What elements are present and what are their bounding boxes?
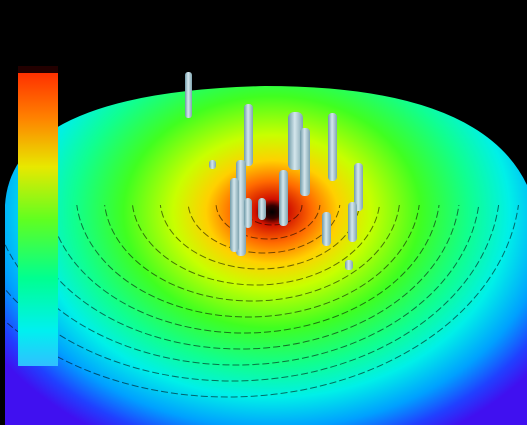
cylinder xyxy=(348,202,357,242)
cylinder xyxy=(345,260,353,270)
surface-dome xyxy=(5,86,527,425)
cylinder xyxy=(209,160,216,169)
cylinder xyxy=(300,128,310,196)
cylinder xyxy=(244,104,253,166)
cylinder xyxy=(328,113,337,181)
color-bar-cap xyxy=(18,66,58,74)
cylinder xyxy=(230,178,239,252)
cylinder xyxy=(279,170,288,226)
page: {} xyxy=(0,0,527,425)
cylinder xyxy=(258,198,266,220)
cylinder xyxy=(322,212,331,246)
scene xyxy=(0,0,527,425)
color-bar xyxy=(18,73,58,366)
cylinder xyxy=(185,72,192,118)
cylinder xyxy=(244,198,252,228)
